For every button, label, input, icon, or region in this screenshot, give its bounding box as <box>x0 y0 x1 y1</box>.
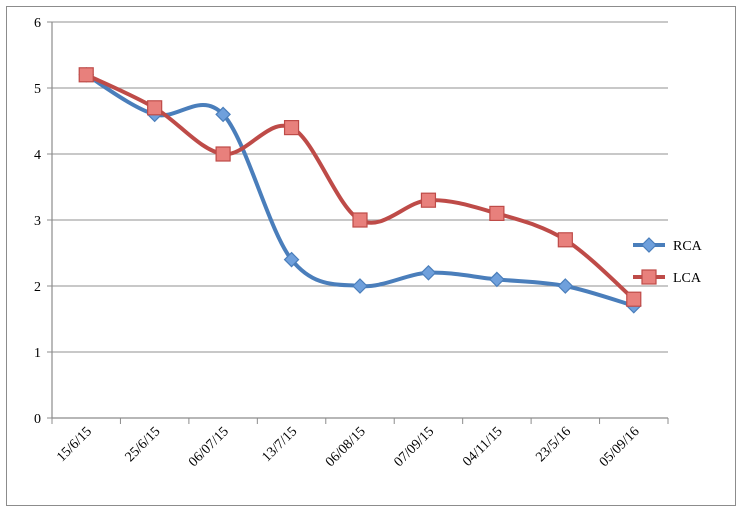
y-axis-ticks: 0 1 2 3 4 5 6 <box>34 16 52 427</box>
lca-point <box>215 146 231 162</box>
y-tick-label: 3 <box>34 214 41 229</box>
lca-point <box>489 205 505 221</box>
lca-point <box>626 291 642 307</box>
y-tick-label: 5 <box>34 82 41 97</box>
chart-frame <box>6 6 736 506</box>
series-lca <box>78 67 642 307</box>
lca-point <box>352 212 368 228</box>
rca-point <box>489 271 505 288</box>
rca-point <box>352 278 368 294</box>
x-axis-ticks: 15/6/15 25/6/15 06/07/15 13/7/15 06/08/15 07/… <box>51 418 669 470</box>
lca-line <box>84 72 636 302</box>
x-tick-label: 06/08/15 <box>323 424 369 470</box>
x-tick-label: 25/6/15 <box>123 424 164 465</box>
lca-point <box>147 100 163 116</box>
y-tick-label: 2 <box>34 280 41 295</box>
x-tick-label: 15/6/15 <box>54 424 95 465</box>
legend-label: RCA <box>673 239 703 254</box>
y-tick-label: 6 <box>34 16 41 31</box>
y-tick-label: 1 <box>34 346 41 361</box>
legend-item-rca: RCA <box>633 237 703 254</box>
y-tick-label: 0 <box>34 412 41 427</box>
rca-point <box>215 106 231 123</box>
y-tick-label: 4 <box>34 148 41 163</box>
gridlines <box>52 21 668 353</box>
x-tick-label: 05/09/16 <box>597 424 643 470</box>
legend-item-lca: LCA <box>633 269 702 286</box>
lca-point <box>557 232 573 248</box>
rca-point <box>420 264 437 281</box>
lca-point <box>420 192 437 208</box>
x-tick-label: 06/07/15 <box>186 424 232 470</box>
x-tick-label: 23/5/16 <box>533 424 574 465</box>
x-tick-label: 07/09/15 <box>391 424 437 470</box>
x-tick-label: 04/11/15 <box>460 424 505 469</box>
legend-label: LCA <box>673 271 702 286</box>
legend-diamond-icon <box>641 237 657 253</box>
legend: RCA LCA <box>633 237 703 286</box>
lca-point <box>283 119 300 136</box>
rca-point <box>557 278 574 294</box>
lca-point <box>78 67 94 83</box>
rca-point <box>283 251 300 268</box>
series-rca <box>78 66 642 314</box>
rca-line <box>84 72 636 308</box>
x-tick-label: 13/7/15 <box>260 424 301 465</box>
legend-square-icon <box>641 269 657 285</box>
series-layer <box>78 66 642 314</box>
